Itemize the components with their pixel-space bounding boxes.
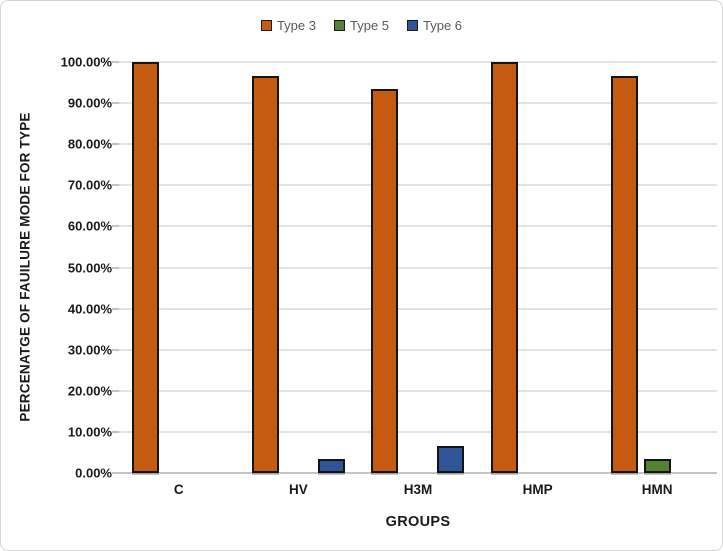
gridline	[119, 307, 717, 310]
category-group-hmn	[597, 62, 717, 473]
legend-item-type-5: Type 5	[333, 18, 390, 33]
y-axis-tick-labels: 0.00% 10.00% 20.00% 30.00% 40.00% 50.00% 60.00…	[1, 55, 112, 481]
gridline	[119, 61, 717, 63]
y-tick-label: 30.00%	[67, 342, 112, 358]
bar-slot	[165, 62, 192, 473]
y-tick-label: 90.00%	[67, 95, 112, 111]
bar-slot	[251, 62, 279, 473]
category-group-hmp	[478, 62, 598, 473]
legend-item-label: Type 5	[349, 18, 390, 33]
legend-swatch-icon-type-5	[333, 20, 345, 31]
x-axis-line	[112, 472, 717, 474]
y-tick-label: 20.00%	[67, 383, 112, 399]
x-axis-title: GROUPS	[385, 514, 451, 530]
bar-type-3-h3m	[371, 89, 399, 473]
legend-swatch-icon-type-6	[407, 20, 419, 31]
gridline	[119, 102, 717, 105]
y-axis-tick	[112, 184, 119, 187]
y-axis-tick	[112, 266, 119, 269]
y-tick-label: 100.00%	[60, 54, 112, 70]
bar-type-3-hmn	[610, 75, 638, 473]
y-axis-tick	[112, 430, 119, 433]
gridline	[119, 389, 717, 392]
bar-slot	[317, 62, 345, 473]
bar-type-3-hv	[251, 75, 279, 473]
bar-slot	[285, 62, 312, 473]
y-tick-label: 40.00%	[67, 301, 112, 317]
legend-swatch-icon-type-3	[260, 20, 272, 31]
bar-type-3-c	[132, 62, 160, 473]
bar-slot	[491, 62, 519, 473]
plot-area	[112, 61, 717, 474]
bar-type-6-hv	[317, 459, 345, 473]
gridline	[119, 143, 717, 146]
y-tick-label: 0.00%	[75, 465, 112, 481]
y-axis-tick	[112, 389, 119, 392]
gridline	[119, 184, 717, 187]
bar-slot	[610, 62, 638, 473]
x-axis-label-hmn: HMN	[641, 482, 673, 497]
x-axis-label-h3m: H3M	[403, 482, 433, 497]
y-tick-label: 70.00%	[67, 177, 112, 193]
gridline	[119, 348, 717, 351]
x-axis-label-hv: HV	[289, 482, 308, 497]
y-axis-tick	[112, 348, 119, 351]
category-group-hv	[239, 62, 359, 473]
bar-type-6-h3m	[437, 445, 465, 473]
bar-slot	[132, 62, 160, 473]
bar-slot	[371, 62, 399, 473]
y-tick-label: 80.00%	[67, 136, 112, 152]
bar-slot	[198, 62, 225, 473]
bar-type-5-hmn	[643, 459, 671, 473]
gridline	[119, 430, 717, 433]
y-axis-tick	[112, 225, 119, 228]
gridline	[119, 266, 717, 269]
bar-slot	[404, 62, 431, 473]
legend-item-label: Type 6	[423, 18, 463, 33]
category-group-h3m	[358, 62, 478, 473]
y-tick-label: 60.00%	[67, 218, 112, 234]
bar-type-3-hmp	[491, 62, 519, 473]
legend-item-label: Type 3	[276, 18, 316, 33]
legend: Type 3 Type 5 Type 6	[1, 18, 722, 33]
y-axis-tick	[112, 307, 119, 310]
bar-slot	[677, 62, 704, 473]
x-axis-label-hmp: HMP	[522, 482, 553, 497]
gridline	[119, 225, 717, 228]
bar-slot	[437, 62, 465, 473]
bar-slot	[524, 62, 551, 473]
y-axis-tick	[112, 61, 119, 63]
x-axis-label-c: C	[173, 482, 184, 497]
y-tick-label: 50.00%	[67, 260, 112, 275]
bars-layer	[119, 62, 717, 473]
bar-slot	[643, 62, 671, 473]
legend-item-type-6: Type 6	[407, 18, 462, 33]
category-group-c	[119, 62, 239, 473]
x-axis-category-labels: C HV H3M HMP HMN	[119, 482, 717, 497]
y-axis-tick	[112, 102, 119, 105]
y-tick-label: 10.00%	[67, 424, 112, 440]
bar-slot	[557, 62, 584, 473]
y-axis-tick	[112, 143, 119, 146]
legend-item-type-3: Type 3	[260, 18, 316, 33]
